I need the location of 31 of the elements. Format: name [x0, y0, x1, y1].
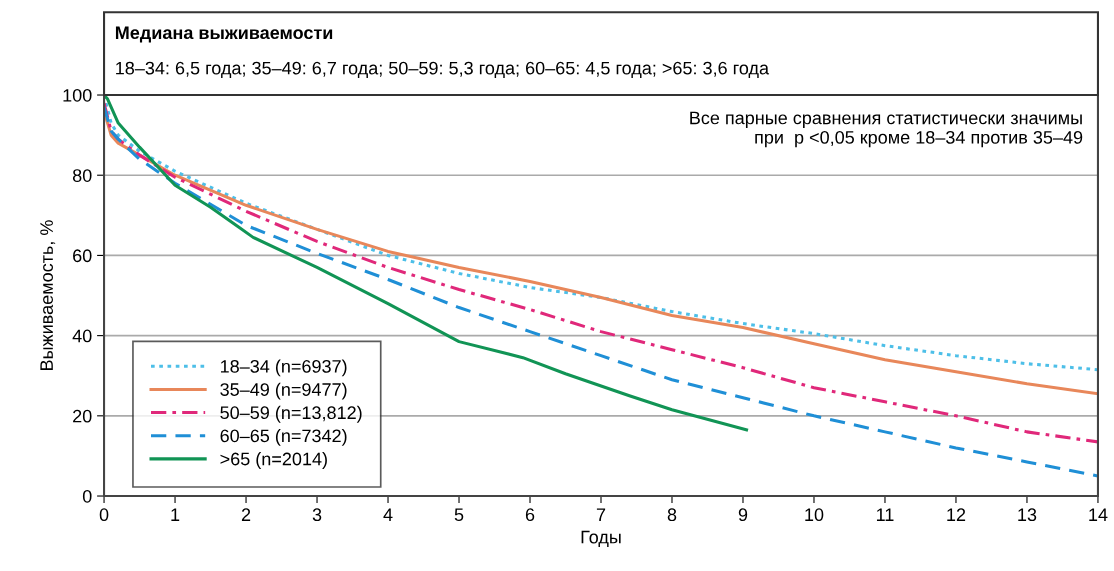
y-tick-label: 60 — [73, 249, 92, 263]
y-tick-label: 100 — [63, 88, 92, 102]
x-tick-label: 0 — [99, 508, 109, 522]
x-tick-label: 14 — [1089, 508, 1108, 521]
x-tick-label: 7 — [596, 508, 606, 521]
y-tick-label: 40 — [72, 329, 92, 343]
x-tick-label: 2 — [241, 508, 251, 521]
x-tick-label: 4 — [383, 508, 393, 521]
y-tick-label: 80 — [72, 169, 92, 182]
x-axis-title: Годы — [581, 530, 621, 547]
chart-title: Медиана выживаемости — [115, 26, 333, 43]
x-tick-label: 11 — [876, 508, 894, 521]
legend-label: 35–49 (n=9477) — [220, 382, 347, 400]
x-tick-label: 6 — [525, 508, 535, 522]
x-tick-label: 8 — [667, 508, 677, 522]
legend-label: >65 (n=2014) — [220, 452, 327, 469]
x-tick-label: 10 — [805, 508, 824, 522]
x-tick-label: 9 — [738, 508, 748, 522]
y-tick-label: 20 — [73, 409, 92, 423]
x-tick-label: 5 — [454, 508, 464, 522]
annotation: Все парные сравнения статистически значимы при p <0,05 кроме 18–34 против 35–49 — [690, 111, 1083, 148]
x-tick-label: 13 — [1018, 508, 1037, 522]
y-axis-title: Выживаемость, % — [40, 220, 56, 370]
chart-subtitle: 18–34: 6,5 года; 35–49: 6,7 года; 50–59: 5,3 года; 60–65: 4,5 года; >65: 3,6 года — [116, 61, 770, 78]
y-tick-label: 0 — [82, 489, 92, 503]
legend-label: 60–65 (n=7342) — [220, 428, 347, 446]
legend-label: 50–59 (n=13,812) — [220, 405, 362, 423]
x-tick-label: 3 — [312, 508, 322, 522]
x-tick-label: 12 — [947, 508, 966, 521]
legend-label: 18–34 (n=6937) — [221, 359, 347, 377]
x-tick-label: 1 — [171, 508, 180, 521]
